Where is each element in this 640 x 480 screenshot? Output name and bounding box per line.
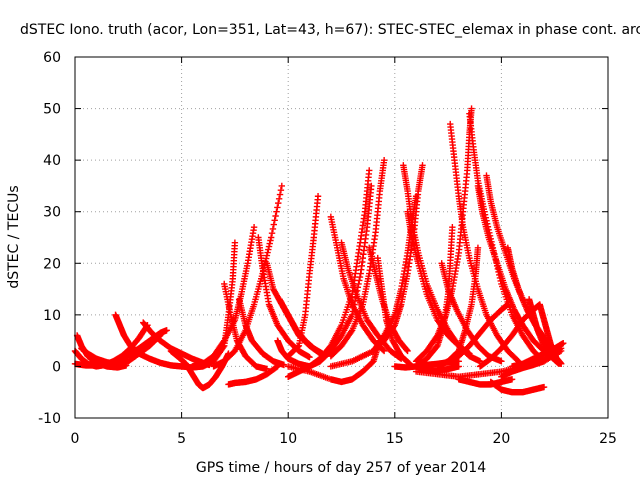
data-point	[270, 221, 278, 228]
x-axis-label: GPS time / hours of day 257 of year 2014	[196, 460, 486, 476]
y-tick-label: 60	[43, 50, 61, 66]
data-point	[271, 217, 278, 224]
data-point	[294, 343, 302, 350]
data-point	[277, 187, 285, 194]
data-point	[272, 212, 279, 220]
data-point	[273, 208, 280, 215]
data-point	[278, 182, 286, 190]
series-arc-13	[235, 296, 288, 369]
data-point	[275, 199, 282, 207]
series-arc-3	[112, 311, 185, 370]
data-point	[275, 195, 283, 203]
y-tick-label: 0	[52, 359, 61, 375]
y-tick-label: 10	[43, 308, 61, 324]
data-point	[276, 191, 284, 198]
data-marks	[71, 105, 567, 396]
data-point	[368, 182, 375, 190]
x-tick-label: 0	[71, 431, 80, 447]
x-tick-label: 25	[599, 431, 617, 447]
data-point	[268, 230, 276, 237]
y-axis-label: dSTEC / TECUs	[6, 185, 22, 288]
series-arc-16	[276, 296, 326, 357]
chart-title: dSTEC Iono. truth (acor, Lon=351, Lat=43…	[20, 22, 640, 38]
data-point	[314, 193, 322, 200]
y-tick-label: 30	[43, 205, 61, 221]
data-point	[266, 240, 273, 247]
series-arc-12	[221, 280, 271, 373]
data-point	[267, 237, 274, 244]
data-point	[449, 223, 456, 231]
y-tick-label: -10	[38, 411, 61, 427]
y-tick-label: 40	[43, 153, 61, 169]
data-point	[280, 361, 288, 369]
data-point	[267, 234, 275, 241]
data-point	[274, 204, 281, 211]
x-tick-label: 15	[386, 431, 404, 447]
data-point	[263, 365, 271, 373]
data-point	[163, 327, 170, 334]
data-point	[265, 246, 272, 253]
data-point	[263, 252, 271, 259]
series-arc-9	[189, 223, 258, 370]
data-point	[306, 353, 313, 361]
data-point	[231, 239, 239, 246]
data-point	[269, 225, 277, 233]
series-arc-19	[306, 167, 373, 370]
data-point	[250, 223, 258, 231]
series-arc-11	[225, 363, 281, 388]
data-point	[265, 243, 273, 250]
x-tick-label: 5	[177, 431, 186, 447]
x-tick-label: 20	[492, 431, 510, 447]
data-point	[264, 249, 271, 256]
y-tick-label: 20	[43, 256, 61, 272]
y-tick-label: 50	[43, 102, 61, 118]
x-tick-label: 10	[279, 431, 297, 447]
data-point	[366, 167, 373, 174]
